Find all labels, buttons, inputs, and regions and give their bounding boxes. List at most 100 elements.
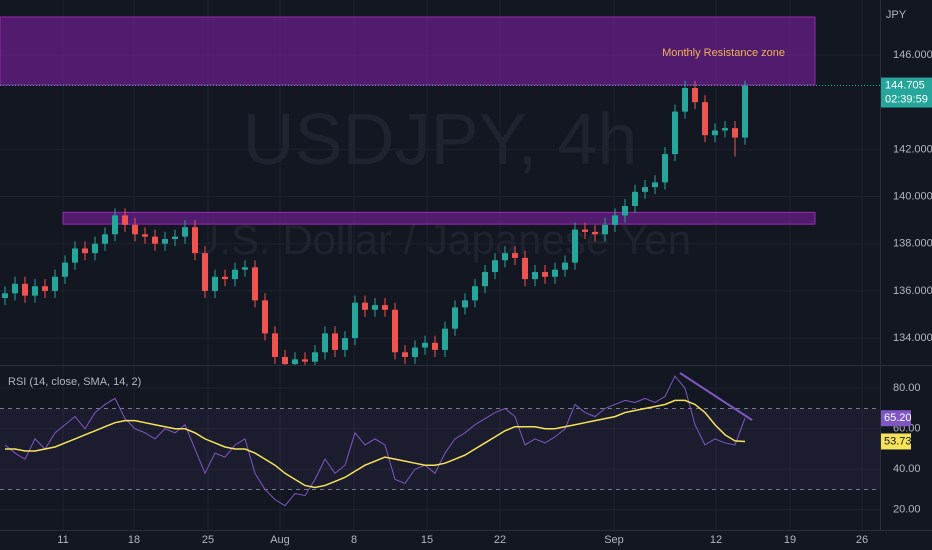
candle-body bbox=[732, 128, 738, 138]
candle-body bbox=[702, 102, 708, 136]
x-tick-label: 25 bbox=[202, 534, 214, 546]
candle-body bbox=[322, 333, 328, 353]
candle-body bbox=[282, 356, 288, 365]
candle-body bbox=[512, 253, 518, 258]
y-tick-label: 134.000 bbox=[893, 332, 932, 344]
rsi-title: RSI (14, close, SMA, 14, 2) bbox=[8, 376, 141, 388]
x-tick-label: Aug bbox=[270, 534, 290, 546]
candle-body bbox=[102, 234, 108, 244]
x-tick-label: 22 bbox=[494, 534, 506, 546]
candle-body bbox=[502, 253, 508, 261]
candle-body bbox=[612, 215, 618, 225]
candle-body bbox=[72, 248, 78, 263]
last-price-label: 144.705 bbox=[885, 79, 925, 91]
candle-body bbox=[672, 111, 678, 155]
candle-body bbox=[272, 333, 278, 357]
candle-body bbox=[742, 85, 748, 138]
candle-body bbox=[92, 243, 98, 254]
zone bbox=[0, 16, 816, 86]
candle-body bbox=[22, 283, 28, 296]
value-label: 53.73 bbox=[884, 435, 912, 447]
candle-body bbox=[462, 300, 468, 308]
y-tick-label: 40.00 bbox=[893, 463, 921, 475]
zone bbox=[62, 211, 816, 225]
candle-body bbox=[452, 307, 458, 329]
value-badge bbox=[881, 433, 911, 450]
candle-body bbox=[402, 352, 408, 357]
candle-body bbox=[312, 352, 318, 362]
x-tick-label: 8 bbox=[351, 534, 357, 546]
x-tick-label: 12 bbox=[710, 534, 722, 546]
y-tick-label: 140.000 bbox=[893, 190, 932, 202]
x-tick-label: 18 bbox=[128, 534, 140, 546]
candle-body bbox=[292, 359, 298, 365]
candle-body bbox=[652, 182, 658, 188]
candle-body bbox=[442, 328, 448, 350]
value-badge bbox=[881, 410, 911, 427]
candle-body bbox=[132, 224, 138, 235]
candle-body bbox=[212, 276, 218, 291]
candle-body bbox=[122, 215, 128, 225]
candle-body bbox=[152, 236, 158, 244]
candle-body bbox=[662, 154, 668, 183]
candle-body bbox=[542, 272, 548, 277]
candle-body bbox=[162, 239, 168, 244]
y-tick-label: 80.00 bbox=[893, 382, 921, 394]
y-tick-label: 138.000 bbox=[893, 238, 932, 250]
candle-body bbox=[12, 283, 18, 294]
zone-label: Monthly Resistance zone bbox=[662, 47, 785, 59]
candle-body bbox=[142, 234, 148, 237]
candle-body bbox=[592, 231, 598, 235]
candle-body bbox=[712, 130, 718, 136]
candle-body bbox=[192, 227, 198, 254]
candle-body bbox=[32, 286, 38, 296]
candle-body bbox=[572, 229, 578, 263]
candle-body bbox=[562, 262, 568, 270]
x-tick-label: 11 bbox=[57, 534, 68, 546]
candle-body bbox=[52, 276, 58, 291]
candle-body bbox=[492, 260, 498, 273]
candle-body bbox=[232, 269, 238, 280]
candle-body bbox=[532, 272, 538, 280]
y-axis-label: JPY bbox=[886, 9, 907, 21]
candle-body bbox=[112, 215, 118, 235]
x-tick-label: Sep bbox=[604, 534, 624, 546]
candle-body bbox=[302, 359, 308, 362]
candle-body bbox=[482, 272, 488, 287]
last-price-badge bbox=[881, 77, 932, 108]
candle-body bbox=[422, 342, 428, 348]
candle-body bbox=[362, 302, 368, 310]
x-tick-label: 19 bbox=[784, 534, 796, 546]
rsi-band bbox=[0, 408, 880, 490]
candle-body bbox=[372, 305, 378, 310]
candle-body bbox=[42, 286, 48, 291]
candle-body bbox=[682, 88, 688, 112]
candle-body bbox=[432, 342, 438, 350]
candle-body bbox=[392, 309, 398, 353]
candle-body bbox=[642, 187, 648, 192]
y-tick-label: 146.000 bbox=[893, 49, 932, 61]
x-tick-label: 15 bbox=[421, 534, 433, 546]
candle-body bbox=[602, 224, 608, 235]
candle-body bbox=[552, 269, 558, 277]
y-tick-label: 142.000 bbox=[893, 143, 932, 155]
candle-body bbox=[82, 248, 88, 254]
candle-body bbox=[622, 205, 628, 216]
candle-body bbox=[522, 257, 528, 280]
x-tick-label: 26 bbox=[856, 534, 868, 546]
candle-body bbox=[62, 262, 68, 277]
candle-body bbox=[352, 302, 358, 339]
candle-body bbox=[252, 267, 258, 301]
trend-line bbox=[679, 372, 753, 421]
y-tick-label: 20.00 bbox=[893, 504, 921, 516]
countdown: 02:39:59 bbox=[885, 93, 928, 105]
candle-body bbox=[632, 191, 638, 206]
rsi-line bbox=[5, 399, 746, 489]
candle-body bbox=[582, 229, 588, 232]
candle-body bbox=[202, 253, 208, 291]
rsi-line bbox=[4, 375, 746, 507]
candle-body bbox=[332, 333, 338, 350]
candle-body bbox=[262, 300, 268, 334]
